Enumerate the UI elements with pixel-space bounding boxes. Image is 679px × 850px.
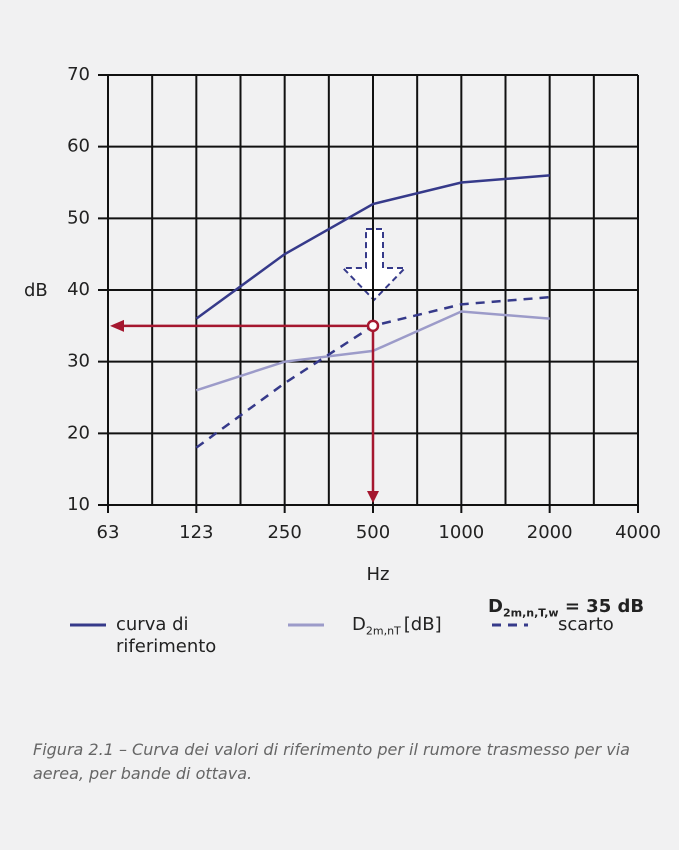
x-tick-label: 2000 <box>527 522 573 543</box>
annotation-suffix: = 35 dB <box>564 596 645 617</box>
legend-label: curva di riferimento <box>116 614 217 657</box>
annotation: D2m,n,T,w = 35 dB <box>488 596 644 625</box>
y-tick-label: 50 <box>67 207 90 228</box>
x-tick-label: 1000 <box>438 522 484 543</box>
x-tick-label: 4000 <box>615 522 661 543</box>
series-line <box>195 174 550 320</box>
y-tick-label: 10 <box>67 494 90 515</box>
legend-label-suffix: [dB] <box>403 614 442 635</box>
legend-label: scarto <box>558 614 614 635</box>
y-tick-label: 70 <box>67 64 90 85</box>
x-tick-label: 63 <box>97 522 120 543</box>
y-tick-label: 40 <box>67 279 90 300</box>
caption: Figura 2.1 – Curva dei valori di riferim… <box>33 740 630 783</box>
y-tick-label: 20 <box>67 422 90 443</box>
y-tick-label: 30 <box>67 351 90 372</box>
legend-label-sub: 2m,nT <box>365 624 401 638</box>
annotation-arrowhead <box>367 491 379 503</box>
legend-label: D2m,nT [dB] <box>352 614 442 643</box>
annotation-marker <box>366 319 380 333</box>
legend-label: D <box>352 614 366 635</box>
x-tick-label: 123 <box>179 522 213 543</box>
x-axis-label: Hz <box>367 564 390 585</box>
y-tick-label: 60 <box>67 136 90 157</box>
x-tick-label: 250 <box>267 522 301 543</box>
x-tick-label: 500 <box>356 522 390 543</box>
annotation-sub: 2m,n,T,w <box>502 606 559 620</box>
y-axis-label: dB <box>24 280 48 301</box>
annotation-arrowhead <box>110 319 124 332</box>
annotation-text: D <box>488 596 503 617</box>
